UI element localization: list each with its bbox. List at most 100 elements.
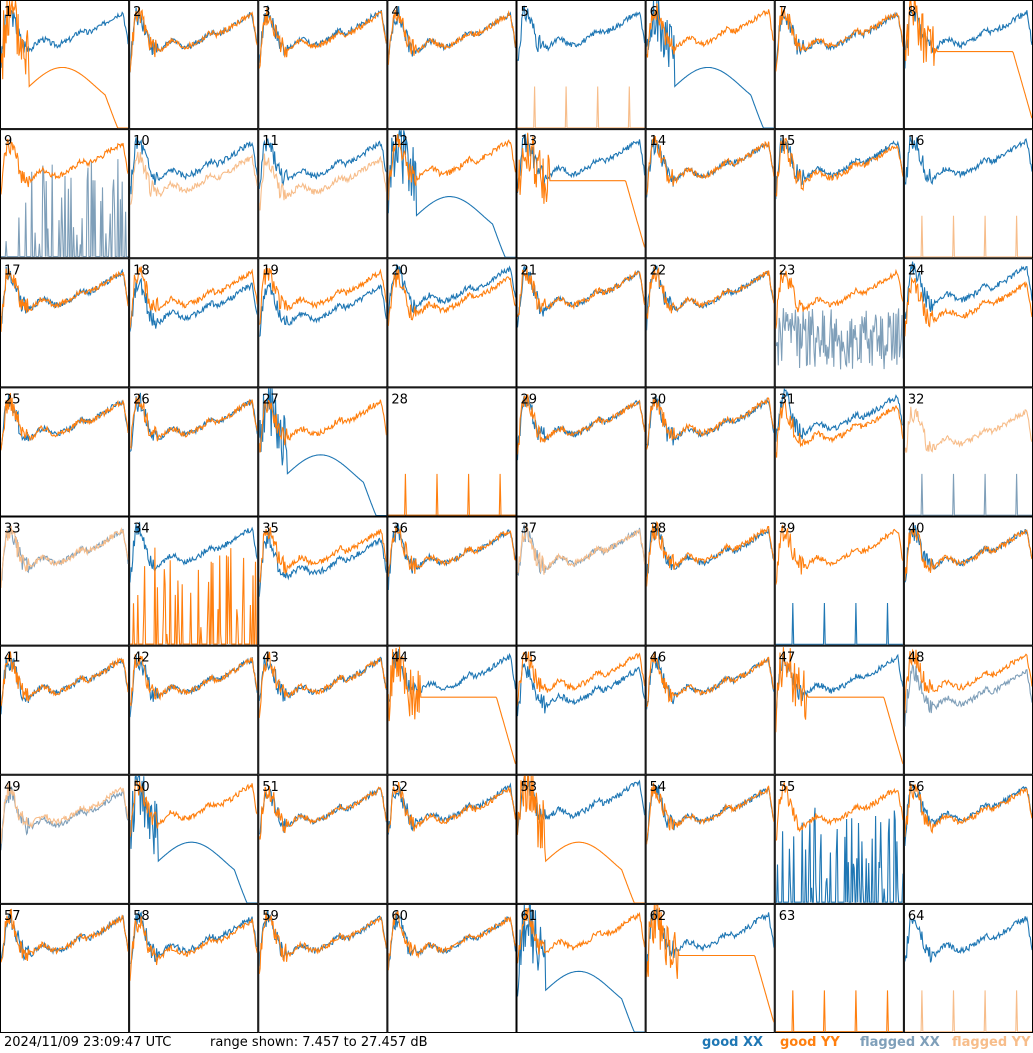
tile-60: 60	[387, 903, 517, 1033]
tile-1: 1	[0, 0, 130, 130]
series-yy-good	[130, 266, 258, 329]
tile-23: 23	[774, 258, 904, 388]
tile-label: 8	[908, 5, 916, 20]
series-yy-good	[130, 916, 258, 981]
tile-frame	[645, 0, 775, 130]
tile-53: 53	[516, 774, 646, 904]
tile-58: 58	[129, 903, 259, 1033]
series-yy-good	[259, 7, 387, 69]
tile-38: 38	[645, 516, 775, 646]
tile-32: 32	[903, 387, 1033, 517]
tile-frame	[387, 516, 517, 646]
series-yy-good	[775, 647, 903, 765]
series-yy-good	[259, 399, 387, 453]
series-xx-good	[646, 522, 774, 577]
series-yy-good	[388, 269, 516, 326]
tile-59: 59	[258, 903, 388, 1033]
tile-label: 30	[650, 392, 667, 407]
series-yy-good	[259, 527, 387, 584]
series-yy-flagged	[130, 151, 258, 206]
tile-frame	[129, 0, 259, 130]
series-xx-good	[388, 263, 516, 321]
tile-frame	[258, 258, 388, 388]
tile-label: 6	[650, 5, 658, 20]
tile-label: 9	[4, 134, 12, 149]
tile-22: 22	[645, 258, 775, 388]
tile-frame	[645, 258, 775, 388]
series-yy-good	[1, 268, 129, 332]
series-yy-good	[130, 654, 258, 706]
tile-label: 49	[4, 780, 21, 795]
series-yy-good	[1, 1, 129, 129]
series-yy-good	[388, 133, 516, 201]
tile-label: 3	[262, 5, 270, 20]
series-yy-good	[775, 525, 903, 585]
tile-label: 15	[779, 134, 796, 149]
series-yy-good	[646, 3, 774, 58]
tile-label: 62	[650, 909, 667, 924]
tile-44: 44	[387, 645, 517, 775]
tile-9: 9	[0, 129, 130, 259]
tile-57: 57	[0, 903, 130, 1033]
tile-label: 61	[521, 909, 538, 924]
tile-label: 29	[521, 392, 538, 407]
legend-flagged-xx: flagged XX	[860, 1035, 940, 1050]
series-xx-good	[775, 807, 903, 903]
tile-frame	[129, 258, 259, 388]
tile-label: 45	[521, 651, 538, 666]
tile-label: 14	[650, 134, 667, 149]
series-xx-good	[775, 388, 903, 442]
tile-39: 39	[774, 516, 904, 646]
series-xx-good	[646, 1, 774, 129]
tile-label: 22	[650, 263, 667, 278]
series-yy-good	[904, 648, 1032, 714]
tile-35: 35	[258, 516, 388, 646]
series-xx-good	[130, 775, 258, 903]
tile-label: 64	[908, 909, 925, 924]
tile-45: 45	[516, 645, 646, 775]
tile-label: 40	[908, 522, 925, 537]
tile-36: 36	[387, 516, 517, 646]
series-yy-good	[517, 907, 645, 964]
tile-64: 64	[903, 903, 1033, 1033]
tile-frame	[516, 645, 646, 775]
tile-label: 23	[779, 263, 796, 278]
series-yy-good	[775, 990, 903, 1032]
series-xx-flagged	[775, 308, 903, 370]
series-yy-good	[646, 904, 774, 1023]
tile-25: 25	[0, 387, 130, 517]
tile-label: 10	[133, 134, 150, 149]
tile-21: 21	[516, 258, 646, 388]
tile-label: 51	[262, 780, 279, 795]
tile-33: 33	[0, 516, 130, 646]
tile-14: 14	[645, 129, 775, 259]
tile-46: 46	[645, 645, 775, 775]
tile-label: 21	[521, 263, 538, 278]
tile-frame	[903, 0, 1033, 130]
series-xx-good	[388, 649, 516, 702]
tile-2: 2	[129, 0, 259, 130]
tile-62: 62	[645, 903, 775, 1033]
series-xx-good	[517, 5, 645, 61]
tile-label: 32	[908, 392, 925, 407]
series-xx-flagged	[1, 159, 129, 258]
series-yy-good	[646, 782, 774, 845]
tile-label: 56	[908, 780, 925, 795]
tile-frame	[258, 903, 388, 1033]
series-xx-good	[259, 655, 387, 702]
tile-frame	[387, 258, 517, 388]
tile-28: 28	[387, 387, 517, 517]
tile-label: 20	[391, 263, 408, 278]
series-xx-good	[259, 531, 387, 597]
series-yy-good	[259, 786, 387, 840]
tile-12: 12	[387, 129, 517, 259]
tile-frame	[774, 645, 904, 775]
tile-27: 27	[258, 387, 388, 517]
series-yy-good	[1, 138, 129, 195]
tile-label: 47	[779, 651, 796, 666]
series-xx-good	[775, 11, 903, 68]
tile-label: 41	[4, 651, 21, 666]
tile-label: 38	[650, 522, 667, 537]
tile-frame	[387, 129, 517, 259]
tile-label: 57	[4, 909, 21, 924]
